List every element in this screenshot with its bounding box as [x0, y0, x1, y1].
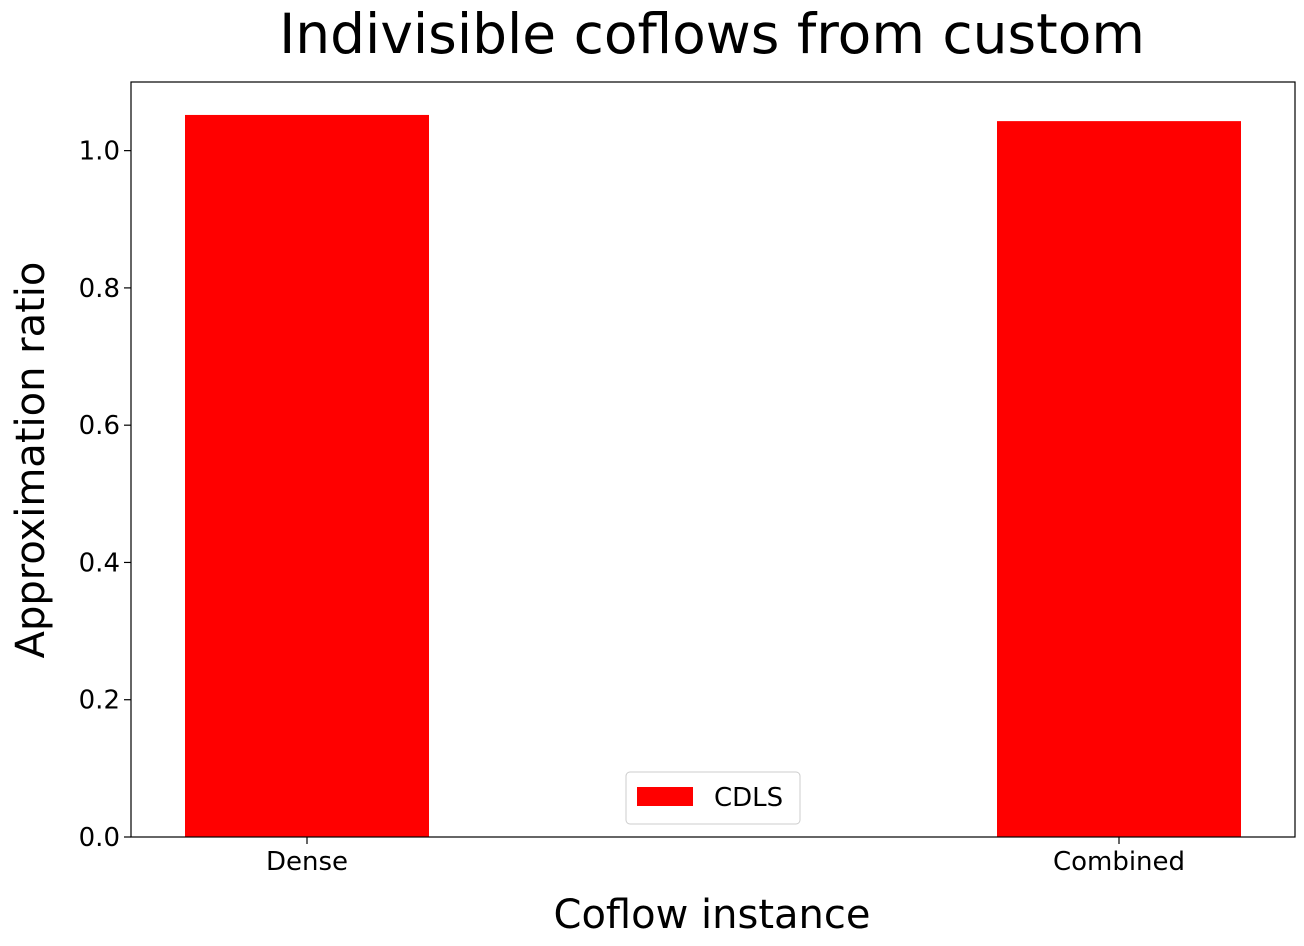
legend-swatch — [637, 787, 693, 806]
legend-label: CDLS — [714, 783, 783, 813]
x-axis-label: Coflow instance — [554, 892, 871, 938]
y-tick-label: 1.0 — [79, 137, 120, 167]
chart-title: Indivisible coflows from custom — [279, 2, 1145, 66]
bars-group — [185, 114, 1241, 838]
y-tick-label: 0.2 — [79, 686, 120, 716]
y-tick-label: 0.4 — [79, 548, 120, 578]
legend-box — [625, 771, 801, 825]
x-tick-label: Dense — [266, 847, 348, 877]
bar-combined — [997, 121, 1241, 837]
y-axis-label: Approximation ratio — [8, 262, 54, 659]
plot-frame — [130, 81, 1296, 838]
y-tick-label: 0.8 — [79, 274, 120, 304]
x-axis-ticks: Dense Combined — [266, 837, 1185, 877]
y-tick-label: 0.6 — [79, 411, 120, 441]
bar-dense — [185, 114, 429, 838]
x-tick-label: Combined — [1053, 847, 1185, 877]
legend: CDLS — [625, 771, 801, 825]
y-axis-ticks: 0.0 0.2 0.4 0.6 0.8 1.0 — [79, 137, 131, 853]
y-tick-label: 0.0 — [79, 823, 120, 853]
